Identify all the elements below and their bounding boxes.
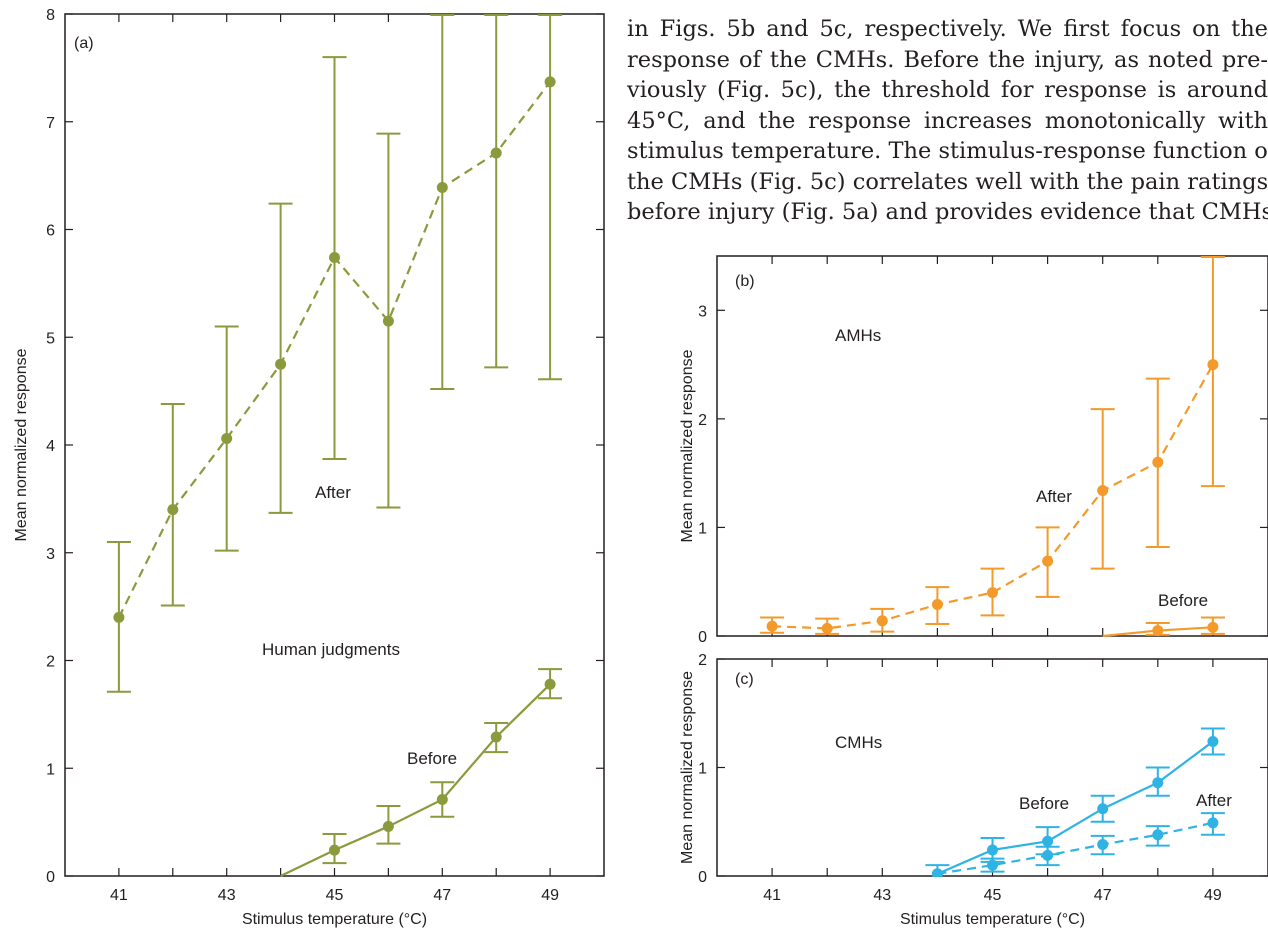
y-tick-label: 6 (46, 223, 55, 240)
data-point (167, 504, 179, 516)
y-tick-label: 2 (698, 412, 707, 429)
series-line (937, 821, 1214, 875)
series-label: After (1196, 791, 1232, 810)
series-line (280, 683, 551, 877)
body-text-line: in Figs. 5b and 5c, respectively. We fir… (627, 16, 1268, 42)
data-point (1042, 835, 1054, 847)
data-point (490, 731, 502, 743)
body-text-line: viously (Fig. 5c), the threshold for res… (627, 77, 1268, 103)
data-point (490, 147, 502, 159)
data-point (1207, 817, 1219, 829)
y-tick-label: 3 (46, 546, 55, 563)
data-point (1207, 735, 1219, 747)
data-point (1042, 555, 1054, 567)
series-label: Before (1158, 591, 1208, 610)
y-tick-label: 1 (46, 761, 55, 778)
data-point (436, 181, 448, 193)
x-tick-label: 45 (984, 887, 1002, 904)
body-text-line: 45°C, and the response increases monoton… (627, 107, 1268, 134)
y-tick-label: 0 (46, 869, 55, 886)
y-tick-label: 8 (46, 7, 55, 24)
body-text-line: response of the CMHs. Before the injury,… (627, 46, 1268, 73)
data-point (221, 433, 233, 445)
data-point (436, 793, 448, 805)
data-point (329, 844, 340, 856)
data-point (382, 315, 394, 327)
data-point (382, 820, 394, 832)
panel-annotation: Human judgments (262, 640, 400, 659)
y-tick-label: 7 (46, 115, 55, 132)
series-label: Before (407, 749, 457, 768)
data-point (931, 868, 943, 877)
data-point (1152, 625, 1164, 637)
y-tick-label: 0 (698, 629, 707, 646)
series-line (936, 740, 1214, 875)
data-point (1097, 803, 1109, 815)
data-point (544, 76, 556, 88)
panel-annotation: CMHs (835, 733, 882, 752)
data-point (113, 611, 125, 623)
plot-area (760, 256, 1225, 637)
body-text-line: before injury (Fig. 5a) and provides evi… (627, 199, 1268, 225)
y-axis-label: Mean normalized response (679, 349, 696, 542)
data-point (987, 587, 998, 599)
series-label: After (1036, 487, 1072, 506)
x-tick-label: 43 (218, 887, 236, 904)
y-axis-label: Mean normalized response (13, 348, 30, 541)
y-tick-label: 1 (698, 520, 707, 537)
y-tick-label: 2 (698, 652, 707, 669)
data-point (544, 678, 556, 690)
y-tick-label: 3 (698, 303, 707, 320)
data-point (931, 599, 943, 611)
x-axis-label: Stimulus temperature (°C) (242, 911, 427, 928)
data-point (821, 622, 833, 634)
data-point (329, 252, 340, 264)
data-point (987, 859, 998, 871)
y-tick-label: 0 (698, 869, 707, 886)
panel-label: (a) (74, 35, 94, 52)
y-tick-label: 4 (46, 438, 55, 455)
x-tick-label: 45 (326, 887, 344, 904)
data-point (275, 358, 287, 370)
data-point (1207, 621, 1219, 633)
data-point (1207, 359, 1219, 371)
x-tick-label: 43 (873, 887, 891, 904)
data-point (1152, 777, 1164, 789)
series-label: After (315, 483, 351, 502)
x-tick-label: 41 (110, 887, 128, 904)
data-point (1152, 829, 1164, 841)
body-text-line: stimulus temperature. The stimulus-respo… (627, 138, 1268, 164)
y-tick-label: 2 (46, 654, 55, 671)
y-tick-label: 5 (46, 330, 55, 347)
data-point (1152, 456, 1164, 468)
data-point (1097, 485, 1109, 497)
x-tick-label: 49 (541, 887, 559, 904)
data-point (1042, 849, 1054, 861)
series-label: Before (1019, 794, 1069, 813)
data-point (876, 615, 888, 627)
x-tick-label: 47 (1094, 887, 1112, 904)
y-tick-label: 1 (698, 761, 707, 778)
data-point (987, 844, 998, 856)
plot-area (925, 727, 1225, 877)
y-axis-label: Mean normalized response (679, 671, 696, 864)
x-axis-label: Stimulus temperature (°C) (900, 911, 1085, 928)
x-tick-label: 41 (763, 887, 781, 904)
data-point (766, 620, 778, 632)
panel-label: (b) (735, 273, 755, 290)
x-tick-label: 47 (433, 887, 451, 904)
body-text: in Figs. 5b and 5c, respectively. We fir… (627, 14, 1268, 228)
panel-label: (c) (735, 671, 754, 688)
plot-area (106, 14, 563, 877)
x-tick-label: 49 (1204, 887, 1222, 904)
data-point (1097, 839, 1109, 851)
body-text-line: the CMHs (Fig. 5c) correlates well with … (627, 168, 1268, 195)
panel-annotation: AMHs (835, 326, 881, 345)
